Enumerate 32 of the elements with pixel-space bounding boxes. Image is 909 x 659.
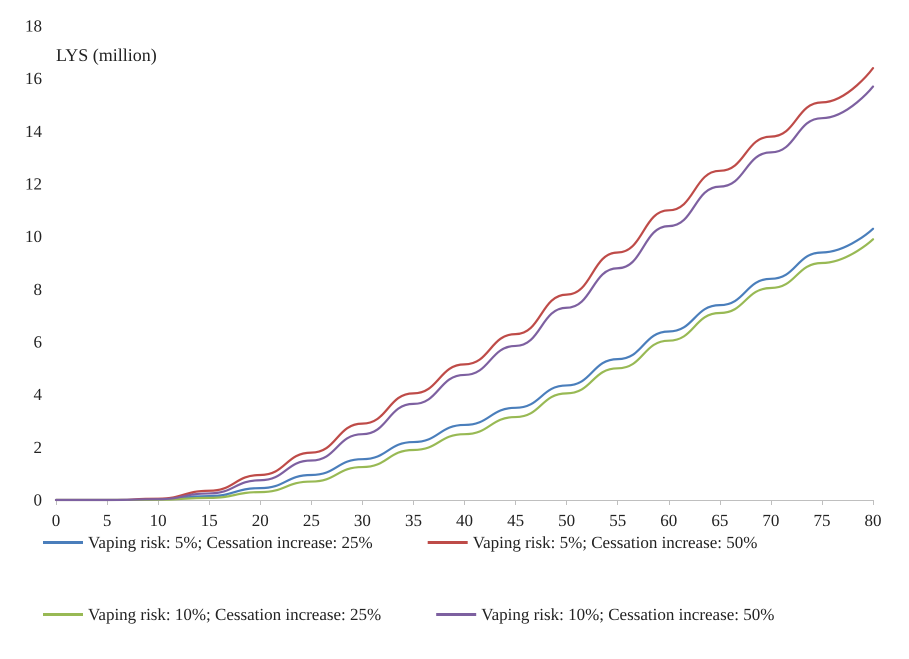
legend-label: Vaping risk: 10%; Cessation increase: 50% [481,605,774,624]
x-tick-label: 15 [200,511,218,530]
y-tick-label: 10 [25,227,42,246]
x-tick-label: 25 [302,511,320,530]
x-tick-label: 45 [507,511,524,530]
x-tick-label: 0 [52,511,60,530]
x-tick-label: 75 [813,511,830,530]
x-tick-label: 30 [354,511,371,530]
x-tick-label: 40 [456,511,473,530]
x-tick-label: 55 [609,511,626,530]
y-tick-label: 14 [25,122,42,141]
y-tick-label: 12 [25,174,42,194]
y-tick-label: 4 [34,385,42,404]
y-tick-label: 0 [34,490,42,510]
x-tick-label: 35 [404,511,422,530]
x-tick-label: 5 [102,511,112,530]
x-tick-label: 65 [711,511,728,530]
y-tick-label: 16 [25,69,42,88]
legend-label: Vaping risk: 5%; Cessation increase: 50% [472,533,758,552]
y-tick-label: 6 [34,332,42,352]
x-tick-label: 50 [558,511,576,530]
y-tick-label: 18 [25,16,42,36]
x-tick-label: 10 [150,511,167,530]
y-tick-label: 2 [34,438,42,457]
x-tick-label: 60 [660,511,678,530]
y-tick-label: 8 [34,280,42,299]
legend-label: Vaping risk: 5%; Cessation increase: 25% [88,533,373,552]
x-tick-label: 80 [864,511,882,530]
legend-label: Vaping risk: 10%; Cessation increase: 25% [88,605,382,624]
x-tick-label: 70 [762,511,780,530]
y-axis-title: LYS (million) [56,45,157,65]
x-tick-label: 20 [252,511,269,530]
